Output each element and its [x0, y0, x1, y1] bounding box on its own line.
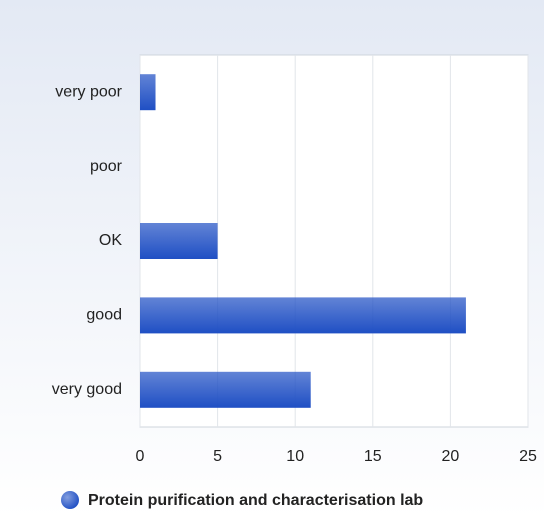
y-tick-label: very good: [52, 381, 122, 398]
y-tick-label: good: [86, 307, 122, 324]
legend-marker: [61, 491, 79, 509]
bar: [140, 371, 311, 408]
x-tick-label: 10: [286, 448, 304, 465]
legend-text: Protein purification and characterisatio…: [88, 492, 423, 509]
x-tick-label: 0: [136, 448, 145, 465]
bar: [140, 297, 466, 334]
y-tick-label: poor: [90, 158, 123, 175]
y-tick-label: OK: [99, 232, 122, 249]
x-tick-label: 20: [442, 448, 460, 465]
x-tick-label: 5: [213, 448, 222, 465]
x-tick-label: 15: [364, 448, 382, 465]
bar: [140, 74, 156, 111]
x-tick-label: 25: [519, 448, 537, 465]
bar: [140, 223, 218, 259]
y-tick-label: very poor: [55, 83, 122, 100]
